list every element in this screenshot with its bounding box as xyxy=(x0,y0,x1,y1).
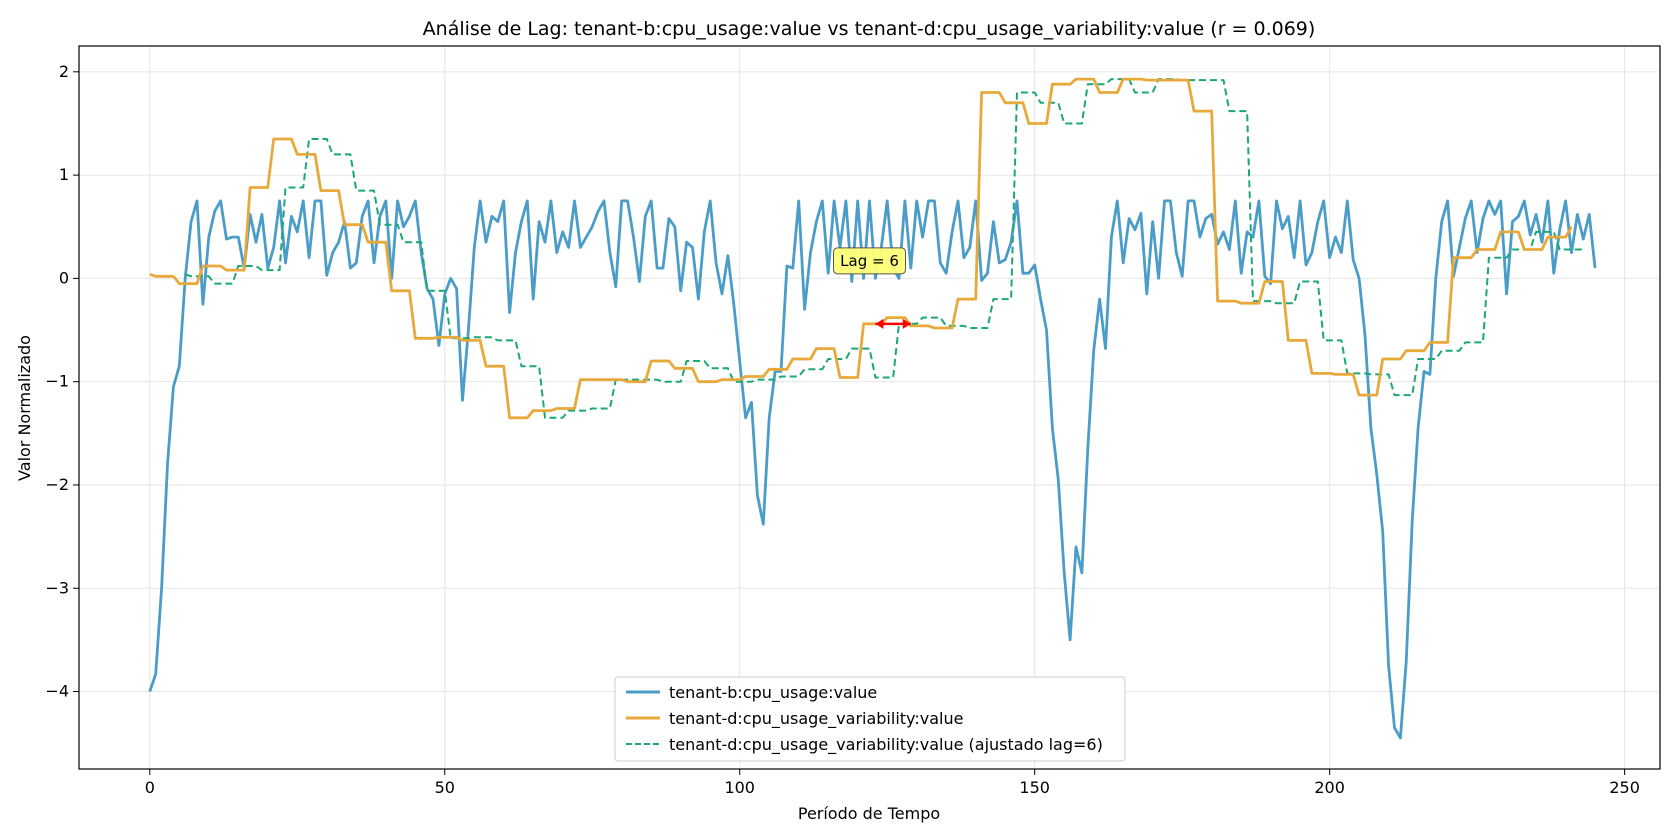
y-tick-label: 1 xyxy=(59,165,69,184)
x-tick-label: 50 xyxy=(435,778,455,797)
legend-label-series-1: tenant-b:cpu_usage:value xyxy=(669,683,877,703)
series-line-1 xyxy=(148,199,1597,740)
x-tick-label: 250 xyxy=(1609,778,1640,797)
plot-area-frame xyxy=(78,45,1661,770)
chart-title: Análise de Lag: tenant-b:cpu_usage:value… xyxy=(423,18,1316,40)
y-tick-label: 2 xyxy=(59,62,69,81)
legend-label-series-2: tenant-d:cpu_usage_variability:value xyxy=(669,709,963,729)
y-axis-label: Valor Normalizado xyxy=(15,335,34,481)
arrow-head-right-icon xyxy=(902,318,911,329)
legend: tenant-b:cpu_usage:value tenant-d:cpu_us… xyxy=(614,676,1126,762)
x-tick-label: 0 xyxy=(145,778,155,797)
series-line-2 xyxy=(149,77,1573,420)
lag-annotation-text: Lag = 6 xyxy=(840,252,899,270)
y-tick-label: −1 xyxy=(45,372,69,391)
y-tick-label: −2 xyxy=(45,475,69,494)
y-tick-label: −3 xyxy=(45,578,69,597)
lag-annotation: Lag = 6 xyxy=(833,247,911,329)
x-tick-label: 100 xyxy=(724,778,755,797)
y-tick-label: 0 xyxy=(59,268,69,287)
legend-label-series-3: tenant-d:cpu_usage_variability:value (aj… xyxy=(669,735,1103,755)
x-axis-label: Período de Tempo xyxy=(798,804,940,823)
y-tick-label: −4 xyxy=(45,682,69,701)
arrow-head-left-icon xyxy=(875,318,884,329)
x-tick-label: 150 xyxy=(1019,778,1050,797)
lag-annotation-box xyxy=(833,247,906,275)
series-layer xyxy=(148,77,1597,740)
legend-box xyxy=(614,676,1126,762)
x-tick-label: 200 xyxy=(1314,778,1345,797)
axis-ticks: 0 50 100 150 200 250 2 1 0 −1 −2 −3 −4 xyxy=(45,62,1639,797)
